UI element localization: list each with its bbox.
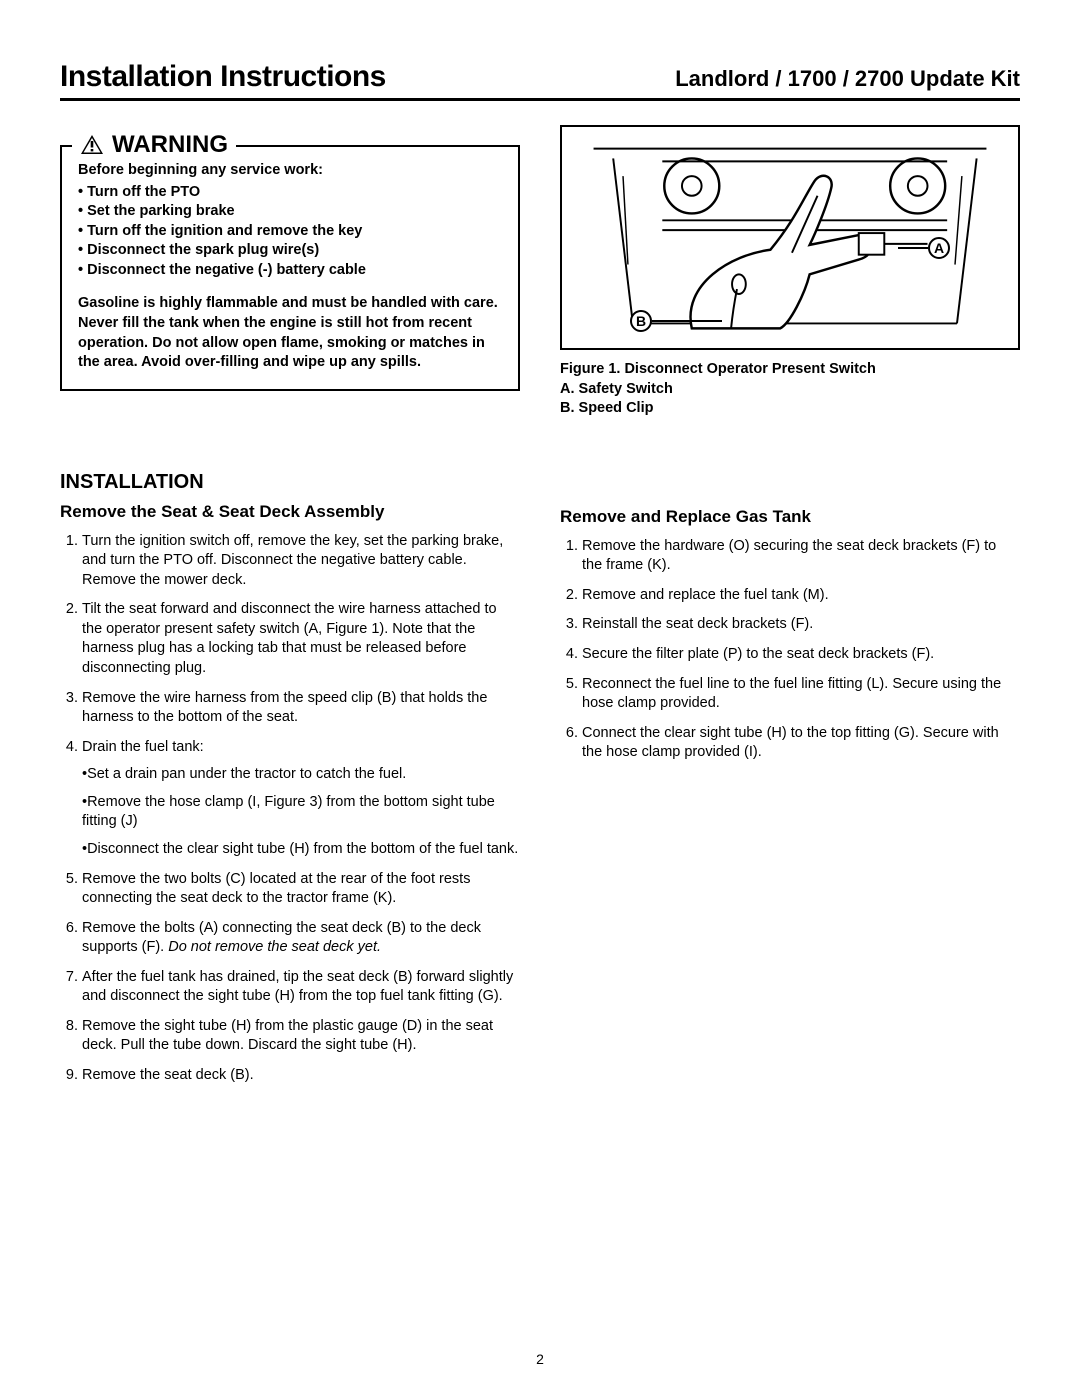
step: Remove the two bolts (C) located at the … bbox=[82, 870, 520, 909]
figure-callout-b: B bbox=[630, 310, 652, 332]
warning-bullet: Set the parking brake bbox=[78, 202, 502, 222]
section1-title: Remove the Seat & Seat Deck Assembly bbox=[60, 502, 520, 522]
left-column: WARNING Before beginning any service wor… bbox=[60, 125, 520, 1096]
figure-callout-a: A bbox=[928, 237, 950, 259]
section1-steps: Turn the ignition switch off, remove the… bbox=[60, 532, 520, 1086]
step: Secure the filter plate (P) to the seat … bbox=[582, 645, 1020, 665]
step: Connect the clear sight tube (H) to the … bbox=[582, 724, 1020, 763]
step: Remove the bolts (A) connecting the seat… bbox=[82, 919, 520, 958]
figcap-line: A. Safety Switch bbox=[560, 380, 1020, 400]
step: Drain the fuel tank: •Set a drain pan un… bbox=[82, 738, 520, 860]
step: Reconnect the fuel line to the fuel line… bbox=[582, 675, 1020, 714]
step: Tilt the seat forward and disconnect the… bbox=[82, 600, 520, 678]
warning-bullet: Turn off the PTO bbox=[78, 183, 502, 203]
page-header: Installation Instructions Landlord / 170… bbox=[60, 60, 1020, 101]
step6-italic: Do not remove the seat deck yet. bbox=[168, 939, 381, 955]
sub-bullet: •Remove the hose clamp (I, Figure 3) fro… bbox=[82, 793, 520, 832]
step: Reinstall the seat deck brackets (F). bbox=[582, 615, 1020, 635]
warning-body: Before beginning any service work: Turn … bbox=[78, 161, 502, 373]
step: Remove and replace the fuel tank (M). bbox=[582, 586, 1020, 606]
step: After the fuel tank has drained, tip the… bbox=[82, 968, 520, 1007]
step: Remove the wire harness from the speed c… bbox=[82, 689, 520, 728]
warning-box: WARNING Before beginning any service wor… bbox=[60, 145, 520, 391]
step: Remove the seat deck (B). bbox=[82, 1066, 520, 1086]
warning-bullet: Disconnect the negative (-) battery cabl… bbox=[78, 261, 502, 281]
step: Remove the sight tube (H) from the plast… bbox=[82, 1017, 520, 1056]
section2-title: Remove and Replace Gas Tank bbox=[560, 507, 1020, 527]
step: Turn the ignition switch off, remove the… bbox=[82, 532, 520, 591]
warning-paragraph: Gasoline is highly flammable and must be… bbox=[78, 294, 502, 372]
warning-title-wrap: WARNING bbox=[72, 131, 236, 159]
warning-bullet: Disconnect the spark plug wire(s) bbox=[78, 241, 502, 261]
figure1-box: A B bbox=[560, 125, 1020, 350]
step-text: Drain the fuel tank: bbox=[82, 739, 204, 755]
header-right-title: Landlord / 1700 / 2700 Update Kit bbox=[675, 66, 1020, 92]
figure1-caption: Figure 1. Disconnect Operator Present Sw… bbox=[560, 360, 1020, 419]
step: Remove the hardware (O) securing the sea… bbox=[582, 537, 1020, 576]
right-column: A B Figure 1. Disconnect Operator Presen… bbox=[560, 125, 1020, 1096]
warning-triangle-icon bbox=[80, 134, 104, 156]
warning-bullet: Turn off the ignition and remove the key bbox=[78, 222, 502, 242]
sub-bullet: •Disconnect the clear sight tube (H) fro… bbox=[82, 840, 520, 860]
figcap-line: B. Speed Clip bbox=[560, 399, 1020, 419]
step4-sublist: •Set a drain pan under the tractor to ca… bbox=[82, 765, 520, 859]
sub-bullet: •Set a drain pan under the tractor to ca… bbox=[82, 765, 520, 785]
two-column-layout: WARNING Before beginning any service wor… bbox=[60, 125, 1020, 1096]
figcap-line: Figure 1. Disconnect Operator Present Sw… bbox=[560, 360, 1020, 380]
page-number: 2 bbox=[0, 1351, 1080, 1367]
warning-title-text: WARNING bbox=[112, 131, 228, 159]
section2-steps: Remove the hardware (O) securing the sea… bbox=[560, 537, 1020, 763]
header-left-title: Installation Instructions bbox=[60, 60, 386, 94]
warning-bullets: Turn off the PTO Set the parking brake T… bbox=[78, 183, 502, 281]
installation-heading: INSTALLATION bbox=[60, 471, 520, 494]
leader-line-b bbox=[652, 320, 722, 322]
warning-intro: Before beginning any service work: bbox=[78, 161, 502, 181]
leader-line-a bbox=[898, 247, 928, 249]
